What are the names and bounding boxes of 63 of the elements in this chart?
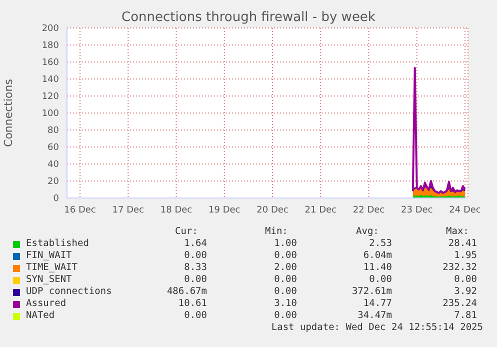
legend-label: Assured [26, 298, 66, 309]
text: Max: [446, 226, 469, 237]
text: Cur: [175, 226, 198, 237]
text: 1.95 [454, 250, 477, 261]
legend-label: FIN_WAIT [26, 250, 72, 261]
legend-label: Established [26, 238, 89, 249]
text: 1.64 [184, 238, 207, 249]
y-tick-label: 0 [53, 194, 60, 204]
y-tick-label: 200 [42, 24, 60, 34]
text: 235.24 [442, 298, 477, 309]
x-tick-label: 18 Dec [160, 205, 192, 216]
text: 28.41 [448, 238, 477, 249]
x-tick-label: 19 Dec [208, 205, 240, 216]
y-tick-label: 160 [42, 58, 60, 68]
legend-label: TIME_WAIT [26, 262, 78, 273]
text: 2.53 [369, 238, 392, 249]
text: 0.00 [274, 274, 297, 285]
text: 2.00 [274, 262, 297, 273]
text: Min: [265, 226, 288, 237]
text: 0.00 [454, 274, 477, 285]
y-tick-label: 20 [48, 177, 60, 188]
text: 7.81 [454, 310, 477, 321]
x-tick-label: 23 Dec [401, 205, 433, 216]
line-series [412, 66, 466, 194]
legend-label: UDP connections [26, 286, 112, 297]
text: 14.77 [363, 298, 392, 309]
x-tick-label: 16 Dec [64, 205, 96, 216]
text: 11.40 [363, 262, 392, 273]
text: 0.00 [369, 274, 392, 285]
text: Last update: Wed Dec 24 12:55:14 2025 [271, 322, 483, 333]
legend-label: NATed [26, 310, 55, 321]
text: 0.00 [274, 310, 297, 321]
x-tick-label: 22 Dec [352, 205, 385, 216]
y-tick-label: 120 [42, 92, 60, 102]
text: 3.10 [274, 298, 297, 309]
text: 1.00 [274, 238, 297, 249]
chart-title: Connections through firewall - by week [120, 10, 376, 25]
text: 0.00 [274, 286, 297, 297]
y-tick-label: 60 [48, 143, 60, 154]
text: 0.00 [184, 274, 207, 285]
text: 6.04m [363, 250, 392, 261]
y-tick-label: 140 [42, 75, 60, 86]
text: 0.00 [184, 250, 207, 261]
y-tick-label: 80 [48, 126, 60, 136]
text: 3.92 [454, 286, 477, 297]
x-tick-label: 17 Dec [112, 205, 144, 216]
text: 10.61 [178, 298, 207, 309]
y-axis-title: Connections [2, 78, 15, 147]
text: 34.47m [358, 310, 392, 321]
text: 0.00 [274, 250, 297, 261]
text: 8.33 [184, 262, 207, 273]
x-tick-label: 21 Dec [304, 205, 337, 216]
text: 486.67m [166, 286, 207, 297]
y-tick-label: 100 [42, 109, 60, 120]
text: 372.61m [352, 286, 392, 297]
text: 232.32 [442, 262, 477, 273]
x-tick-label: 20 Dec [256, 205, 288, 216]
x-tick-label: 24 Dec [449, 205, 481, 216]
y-tick-label: 40 [48, 160, 60, 170]
text: Avg: [356, 226, 379, 237]
y-tick-label: 180 [42, 41, 60, 52]
legend-label: SYN_SENT [26, 274, 72, 285]
text: 0.00 [184, 310, 207, 321]
